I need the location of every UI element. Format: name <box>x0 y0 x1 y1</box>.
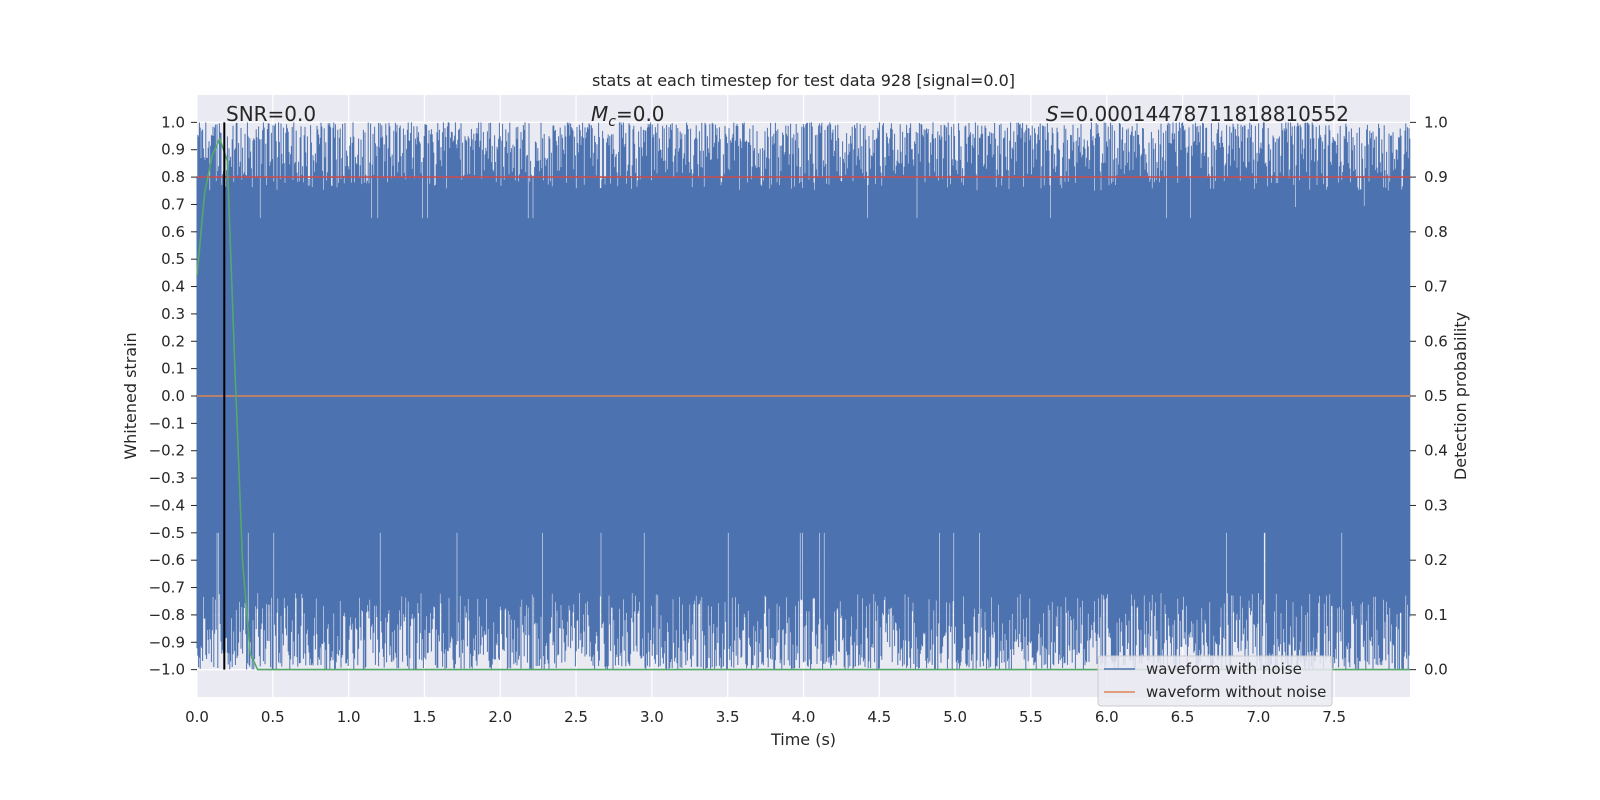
y2-axis-label: Detection probability <box>1451 312 1470 480</box>
line-detection-probability <box>196 136 1410 671</box>
y-tick-label: 0.1 <box>161 360 185 378</box>
x-tick-label: 3.5 <box>716 708 740 726</box>
mc-subscript: c <box>608 114 616 130</box>
y-tick-label: −0.5 <box>149 524 185 542</box>
y-tick-label: −0.7 <box>149 579 185 597</box>
s-annotation: S=0.00014478711818810552 <box>1046 102 1349 126</box>
y-tick-label: −1.0 <box>149 661 185 679</box>
y-tick-label: 0.6 <box>161 223 185 241</box>
x-tick-label: 4.5 <box>867 708 891 726</box>
tick-labels: 0.0 0.5 1.0 1.5 2.0 2.5 3.0 3.5 4.0 4.5 5.0 5.5 6.0 6… <box>149 113 1448 726</box>
y-tick-label: 0.7 <box>161 195 185 213</box>
y-tick-label: −0.8 <box>149 606 185 624</box>
y-tick-label: −0.4 <box>149 496 185 514</box>
x-tick-label: 5.5 <box>1019 708 1043 726</box>
mc-value: =0.0 <box>616 102 665 126</box>
x-tick-label: 2.0 <box>488 708 512 726</box>
x-tick-label: 0.5 <box>261 708 285 726</box>
y-tick-label: −0.9 <box>149 633 185 651</box>
y-tick-label: −0.6 <box>149 551 185 569</box>
s-symbol: S <box>1046 102 1059 126</box>
x-tick-label: 1.0 <box>337 708 361 726</box>
y-tick-label: −0.2 <box>149 442 185 460</box>
legend-box <box>1097 655 1333 707</box>
x-tick-label: 1.5 <box>413 708 437 726</box>
x-tick-label: 6.0 <box>1095 708 1119 726</box>
x-tick-label: 4.0 <box>792 708 816 726</box>
y2-tick-label: 0.7 <box>1424 278 1448 296</box>
chart-title: stats at each timestep for test data 928… <box>592 71 1015 90</box>
noise-trace <box>196 122 1411 670</box>
snr-annotation: SNR=0.0 <box>226 102 316 126</box>
legend-entry-waveform-with-noise: waveform with noise <box>1146 660 1302 678</box>
y-tick-label: 0.0 <box>161 387 185 405</box>
y2-tick-label: 1.0 <box>1424 113 1448 131</box>
mc-annotation: Mc=0.0 <box>591 102 665 130</box>
y2-tick-label: 0.6 <box>1424 332 1448 350</box>
s-value: =0.00014478711818810552 <box>1059 102 1349 126</box>
x-tick-label: 0.0 <box>185 708 209 726</box>
y-tick-label: −0.3 <box>149 469 185 487</box>
x-tick-label: 2.5 <box>564 708 588 726</box>
x-tick-label: 3.0 <box>640 708 664 726</box>
legend-entry-waveform-without-noise: waveform without noise <box>1146 683 1326 701</box>
y2-tick-label: 0.2 <box>1424 551 1448 569</box>
y2-tick-label: 0.5 <box>1424 387 1448 405</box>
x-axis-label: Time (s) <box>770 730 836 749</box>
series-waveform-with-noise <box>196 122 1411 670</box>
x-tick-label: 7.5 <box>1322 708 1346 726</box>
y2-tick-label: 0.3 <box>1424 496 1448 514</box>
series-lines <box>196 122 1410 671</box>
y-tick-label: 0.3 <box>161 305 185 323</box>
y-tick-label: 0.5 <box>161 250 185 268</box>
y2-tick-label: 0.9 <box>1424 168 1448 186</box>
y-tick-label: 0.2 <box>161 332 185 350</box>
y-tick-label: 0.9 <box>161 141 185 159</box>
y-axis-label: Whitened strain <box>121 332 140 459</box>
y2-tick-label: 0.8 <box>1424 223 1448 241</box>
y-tick-label: 1.0 <box>161 113 185 131</box>
x-tick-label: 7.0 <box>1246 708 1270 726</box>
x-tick-label: 6.5 <box>1171 708 1195 726</box>
y2-tick-label: 0.1 <box>1424 606 1448 624</box>
y-tick-label: 0.8 <box>161 168 185 186</box>
legend: waveform with noise waveform without noi… <box>1097 655 1333 707</box>
y2-tick-label: 0.0 <box>1424 661 1448 679</box>
mc-symbol: M <box>591 102 608 126</box>
y2-tick-label: 0.4 <box>1424 442 1448 460</box>
x-tick-label: 5.0 <box>943 708 967 726</box>
y-tick-label: −0.1 <box>149 414 185 432</box>
y-tick-label: 0.4 <box>161 278 185 296</box>
